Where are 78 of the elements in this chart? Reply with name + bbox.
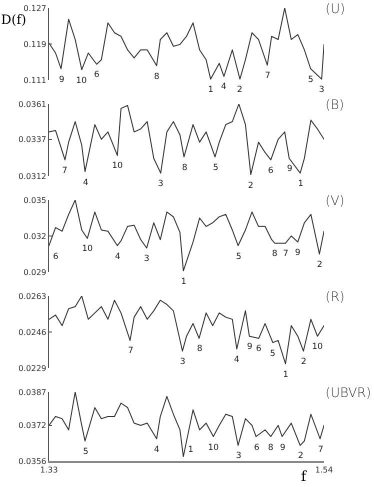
annotation: 1 xyxy=(283,370,288,380)
annotation: 3 xyxy=(319,85,324,95)
annotation: 3 xyxy=(180,357,186,367)
annotation: 4 xyxy=(234,355,240,365)
y-tick-label: 0.127 xyxy=(23,4,46,13)
chart-title: (U) xyxy=(325,2,346,18)
line-series xyxy=(49,200,324,272)
annotation: 10 xyxy=(82,244,93,254)
annotation: 5 xyxy=(83,447,88,457)
annotation: 9 xyxy=(295,248,300,258)
annotation: 1 xyxy=(298,179,304,189)
y-tick-label: 0.119 xyxy=(23,40,46,49)
annotation: 3 xyxy=(144,254,150,264)
chart-title: (R) xyxy=(325,290,345,306)
annotation: 1 xyxy=(208,85,214,95)
y-tick-label: 0.029 xyxy=(23,268,46,277)
annotation: 7 xyxy=(62,166,68,176)
y-tick-label: 0.0356 xyxy=(18,456,46,466)
line-series xyxy=(49,392,324,458)
annotation: 4 xyxy=(83,178,88,188)
annotation: 5 xyxy=(213,163,218,173)
annotation: 1 xyxy=(188,445,194,455)
x-tick-label: 1.33 xyxy=(40,466,58,475)
annotation: 2 xyxy=(248,181,254,191)
x-tick-label: 1.54 xyxy=(315,466,333,475)
annotation: 7 xyxy=(128,346,134,356)
annotation: 5 xyxy=(270,349,276,359)
chart-title: (UBVR) xyxy=(325,386,372,402)
y-tick-label: 0.0229 xyxy=(18,364,46,373)
annotation: 4 xyxy=(154,445,160,455)
annotation: 2 xyxy=(317,260,322,270)
x-axis-title: f xyxy=(301,469,308,485)
annotation: 9 xyxy=(59,75,64,85)
annotation: 8 xyxy=(197,344,202,354)
y-tick-label: 0.0246 xyxy=(18,328,46,337)
annotation: 2 xyxy=(237,85,242,95)
y-tick-label: 0.111 xyxy=(23,76,46,85)
annotation: 6 xyxy=(94,70,100,80)
line-series xyxy=(49,296,324,364)
annotation: 9 xyxy=(247,342,252,352)
annotation: 10 xyxy=(112,161,123,171)
annotation: 1 xyxy=(181,277,186,287)
annotation: 6 xyxy=(254,443,260,453)
y-tick-label: 0.0387 xyxy=(18,388,46,397)
annotation: 4 xyxy=(115,252,120,262)
annotation: 8 xyxy=(272,249,278,259)
line-series xyxy=(49,104,324,176)
annotation: 8 xyxy=(154,72,160,82)
annotation: 9 xyxy=(280,443,286,453)
chart-title: (V) xyxy=(325,194,344,210)
annotation: 8 xyxy=(182,163,188,173)
y-tick-label: 0.035 xyxy=(23,196,46,205)
annotation: 4 xyxy=(221,82,226,92)
annotation: 6 xyxy=(53,252,58,262)
annotation: 8 xyxy=(268,443,274,453)
annotation: 2 xyxy=(301,357,306,367)
annotation: 5 xyxy=(236,252,242,262)
y-tick-label: 0.0361 xyxy=(18,100,46,109)
annotation: 10 xyxy=(312,342,323,352)
annotation: 7 xyxy=(283,249,288,259)
y-tick-label: 0.0337 xyxy=(18,135,46,144)
annotation: 3 xyxy=(236,451,242,461)
y-tick-label: 0.0263 xyxy=(18,292,46,301)
annotation: 7 xyxy=(318,445,324,455)
y-tick-label: 0.0372 xyxy=(18,421,46,430)
annotation: 3 xyxy=(158,179,164,189)
annotation: 6 xyxy=(268,166,274,176)
chart-title: (B) xyxy=(325,98,344,114)
annotation: 10 xyxy=(76,76,87,86)
y-tick-label: 0.0312 xyxy=(18,172,46,181)
y-tick-label: 0.032 xyxy=(23,232,46,241)
y-axis-title: D(f) xyxy=(1,13,26,28)
annotation: 9 xyxy=(287,164,292,174)
annotation: 7 xyxy=(265,71,270,81)
annotation: 10 xyxy=(208,443,219,453)
annotation: 5 xyxy=(308,75,314,85)
annotation: 6 xyxy=(256,344,262,354)
annotation: 2 xyxy=(298,451,304,461)
